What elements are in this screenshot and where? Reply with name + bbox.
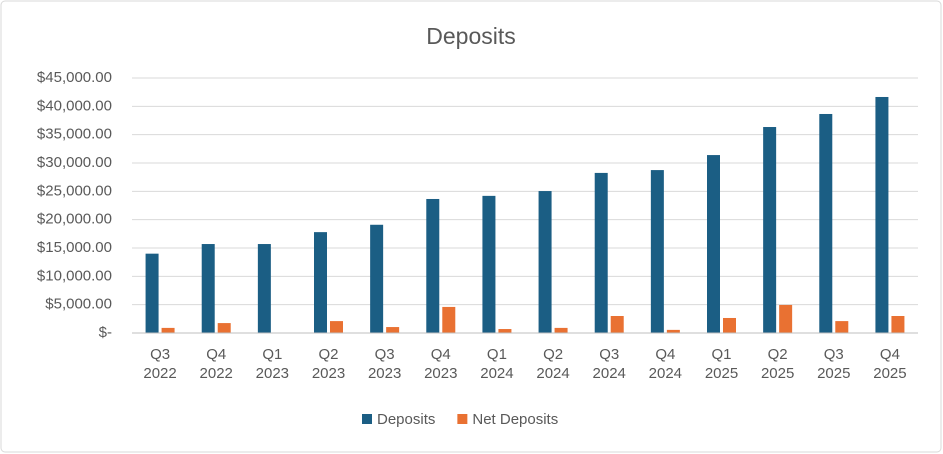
bar: [201, 244, 215, 333]
y-tick-label: $30,000.00: [37, 154, 112, 171]
y-tick-label: $45,000.00: [37, 69, 112, 86]
bar: [891, 316, 905, 333]
bar: [763, 127, 777, 334]
bar: [594, 172, 608, 333]
chart-title: Deposits: [426, 23, 515, 49]
x-tick-label: Q4 2023: [424, 346, 457, 382]
bar: [666, 329, 680, 333]
bar: [819, 113, 833, 333]
bar: [442, 306, 456, 333]
y-tick-label: $5,000.00: [45, 296, 112, 313]
x-tick-label: Q4 2022: [200, 346, 233, 382]
bar: [835, 321, 849, 333]
bar: [554, 327, 568, 333]
bar: [217, 323, 231, 333]
bar: [145, 253, 159, 333]
x-tick-label: Q3 2024: [593, 346, 626, 382]
bar: [650, 170, 664, 333]
bar: [610, 316, 624, 333]
x-tick-label: Q1 2025: [705, 346, 738, 382]
x-tick-label: Q1 2024: [480, 346, 513, 382]
bar: [314, 232, 327, 333]
y-tick-label: $40,000.00: [37, 97, 112, 114]
bar: [426, 198, 440, 333]
x-tick-label: Q4 2025: [873, 346, 906, 382]
bar: [875, 96, 889, 333]
y-tick-label: $10,000.00: [37, 267, 112, 284]
y-tick-label: $25,000.00: [37, 182, 112, 199]
x-tick-label: Q3 2023: [368, 346, 401, 382]
bar: [370, 224, 384, 333]
legend-swatch: [457, 414, 468, 424]
bar: [707, 155, 720, 333]
x-tick-label: Q1 2023: [256, 346, 289, 382]
x-tick-label: Q2 2023: [312, 346, 345, 382]
legend-label: Deposits: [377, 411, 435, 428]
bar: [482, 195, 496, 333]
y-tick-label: $-: [99, 324, 112, 341]
bar: [386, 327, 400, 333]
x-tick-label: Q4 2024: [649, 346, 682, 382]
bar: [257, 244, 271, 333]
x-tick-label: Q3 2025: [817, 346, 850, 382]
y-tick-label: $35,000.00: [37, 126, 112, 143]
bar: [538, 191, 552, 333]
bar: [779, 304, 793, 333]
bar: [330, 321, 343, 333]
x-tick-label: Q3 2022: [143, 346, 176, 382]
bar: [498, 329, 512, 333]
legend-label: Net Deposits: [472, 411, 558, 428]
y-tick-label: $20,000.00: [37, 211, 112, 228]
x-tick-label: Q2 2025: [761, 346, 794, 382]
y-tick-label: $15,000.00: [37, 239, 112, 256]
x-tick-label: Q2 2024: [536, 346, 569, 382]
bar: [723, 317, 736, 333]
bar: [161, 327, 175, 333]
legend-swatch: [362, 414, 372, 424]
